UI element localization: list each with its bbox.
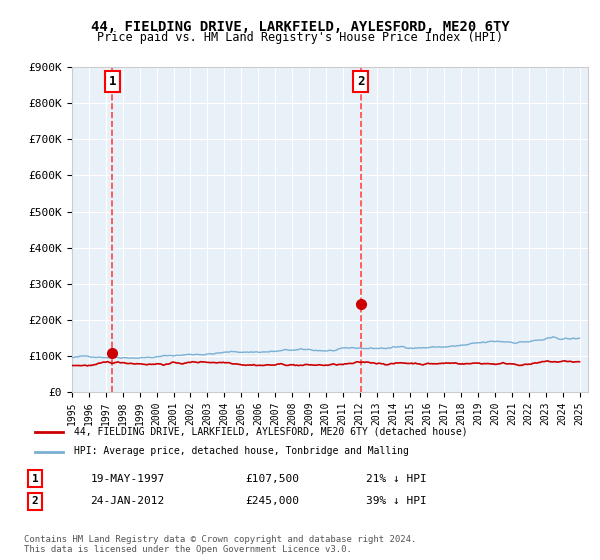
Text: 44, FIELDING DRIVE, LARKFIELD, AYLESFORD, ME20 6TY (detached house): 44, FIELDING DRIVE, LARKFIELD, AYLESFORD… [74,427,467,437]
Text: 19-MAY-1997: 19-MAY-1997 [90,474,164,484]
Text: Contains HM Land Registry data © Crown copyright and database right 2024.
This d: Contains HM Land Registry data © Crown c… [24,535,416,554]
Text: £245,000: £245,000 [245,496,299,506]
Text: 44, FIELDING DRIVE, LARKFIELD, AYLESFORD, ME20 6TY: 44, FIELDING DRIVE, LARKFIELD, AYLESFORD… [91,20,509,34]
Text: 21% ↓ HPI: 21% ↓ HPI [366,474,427,484]
Text: 24-JAN-2012: 24-JAN-2012 [90,496,164,506]
Text: 1: 1 [109,75,116,88]
Text: 39% ↓ HPI: 39% ↓ HPI [366,496,427,506]
Text: 2: 2 [32,496,38,506]
Text: £107,500: £107,500 [245,474,299,484]
Text: Price paid vs. HM Land Registry's House Price Index (HPI): Price paid vs. HM Land Registry's House … [97,31,503,44]
Text: 2: 2 [357,75,365,88]
Text: 1: 1 [32,474,38,484]
Text: HPI: Average price, detached house, Tonbridge and Malling: HPI: Average price, detached house, Tonb… [74,446,409,456]
